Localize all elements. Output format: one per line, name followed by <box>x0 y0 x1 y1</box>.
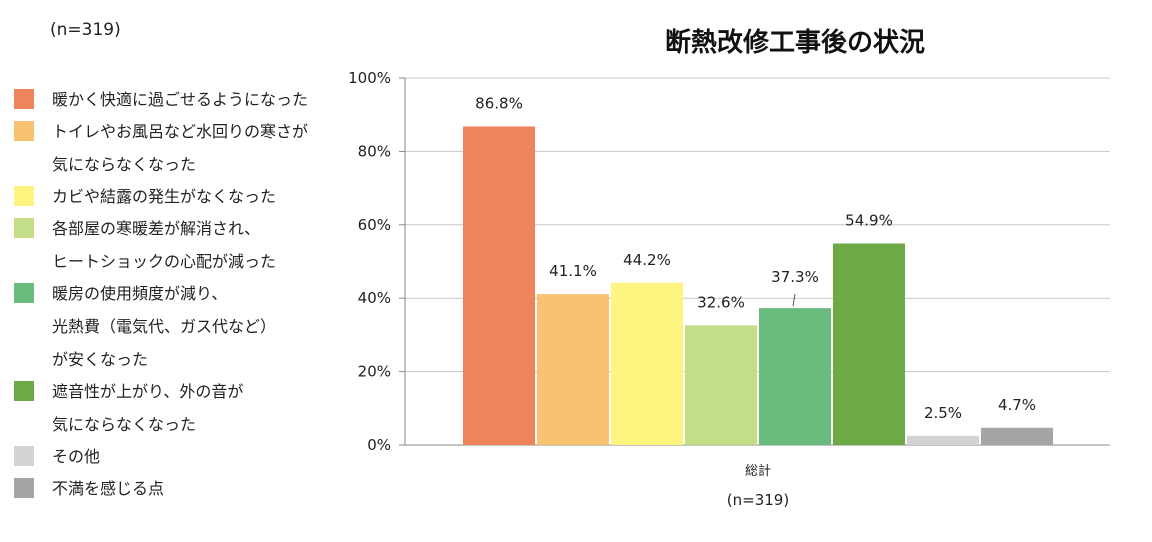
legend-item: トイレやお風呂など水回りの寒さが 気にならなくなった <box>14 116 334 181</box>
data-label: 54.9% <box>845 212 893 230</box>
legend-label: 不満を感じる点 <box>52 479 165 498</box>
legend-label: トイレやお風呂など水回りの寒さが 気にならなくなった <box>52 122 309 174</box>
chart-legend: 暖かく快適に過ごせるようになったトイレやお風呂など水回りの寒さが 気にならなくな… <box>14 84 334 505</box>
legend-label: 暖房の使用頻度が減り、 光熱費（電気代、ガス代など） が安くなった <box>52 284 277 369</box>
bar <box>907 435 979 445</box>
legend-swatch <box>14 283 34 303</box>
legend-label: その他 <box>52 447 101 466</box>
bar <box>759 308 831 445</box>
legend-item: その他 <box>14 441 334 473</box>
chart-title: 断熱改修工事後の状況 <box>664 28 925 58</box>
legend-swatch <box>14 121 34 141</box>
legend-label: 暖かく快適に過ごせるようになった <box>52 90 309 109</box>
legend-item: 不満を感じる点 <box>14 473 334 505</box>
data-label: 86.8% <box>475 94 523 112</box>
y-tick-label: 40% <box>358 289 391 307</box>
legend-item: 遮音性が上がり、外の音が 気にならなくなった <box>14 376 334 441</box>
legend-item: 暖かく快適に過ごせるようになった <box>14 84 334 116</box>
data-label: 44.2% <box>623 251 671 269</box>
sample-size-note: (n=319) <box>50 20 121 40</box>
legend-swatch <box>14 218 34 238</box>
legend-item: カビや結露の発生がなくなった <box>14 181 334 213</box>
legend-swatch <box>14 478 34 498</box>
bar-chart: 0% 20% 40% 60% 80% 100% 86.8% 41.1% 44.2% 32.6% 37… <box>348 69 1110 509</box>
legend-swatch <box>14 381 34 401</box>
data-label: 32.6% <box>697 293 745 311</box>
data-label: 2.5% <box>924 404 962 422</box>
y-tick-label: 20% <box>358 363 391 381</box>
legend-label: カビや結露の発生がなくなった <box>52 187 277 206</box>
y-tick-label: 80% <box>358 142 391 160</box>
legend-item: 暖房の使用頻度が減り、 光熱費（電気代、ガス代など） が安くなった <box>14 278 334 376</box>
category-label: 総計 <box>745 463 771 479</box>
y-tick-label: 100% <box>348 69 391 87</box>
y-tick-label: 0% <box>367 436 391 454</box>
data-label: 37.3% <box>771 268 819 286</box>
bar <box>537 294 609 445</box>
bar <box>463 126 535 445</box>
bar <box>833 243 905 445</box>
data-label-leader <box>792 294 796 307</box>
legend-label: 各部屋の寒暖差が解消され、 ヒートショックの心配が減った <box>52 219 277 271</box>
legend-label: 遮音性が上がり、外の音が 気にならなくなった <box>52 382 244 434</box>
legend-swatch <box>14 186 34 206</box>
data-label: 41.1% <box>549 262 597 280</box>
bar <box>611 282 683 445</box>
bar <box>981 427 1053 445</box>
legend-swatch <box>14 89 34 109</box>
legend-item: 各部屋の寒暖差が解消され、 ヒートショックの心配が減った <box>14 213 334 278</box>
category-note: (n=319) <box>727 491 789 509</box>
data-label: 4.7% <box>998 396 1036 414</box>
bar <box>685 325 757 445</box>
y-tick-label: 60% <box>358 216 391 234</box>
legend-swatch <box>14 446 34 466</box>
